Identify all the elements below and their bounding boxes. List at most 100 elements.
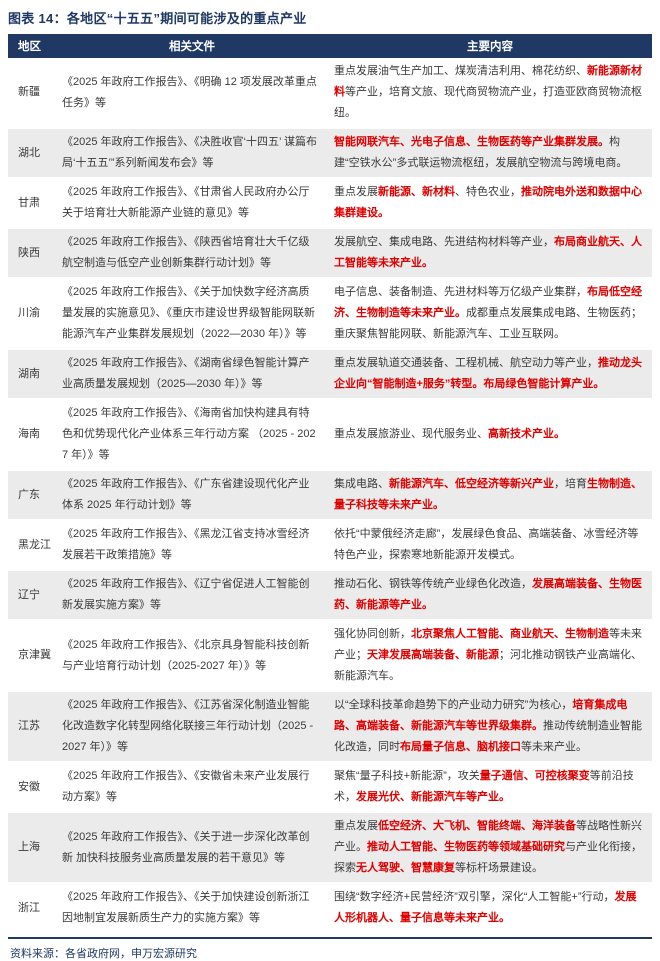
region-cell: 江苏 [8,691,56,763]
region-cell: 安徽 [8,762,56,813]
documents-cell: 《2025 年政府工作报告》、《海南省加快构建具有特色和优势现代化产业体系三年行… [56,399,328,471]
table-row: 上海 《2025 年政府工作报告》、《关于进一步深化改革创新 加快科技服务业高质量… [8,812,652,884]
content-text: 以“全球科技革命趋势下的产业动力研究”为核心， [334,699,573,711]
table-row: 辽宁 《2025 年政府工作报告》、《辽宁省促进人工智能创新发展实施方案》等 推动石… [8,570,652,621]
region-cell: 辽宁 [8,570,56,621]
region-cell: 陕西 [8,228,56,279]
content-text: 重点发展旅游业、现代服务业、 [334,428,488,440]
documents-cell: 《2025 年政府工作报告》、《明确 12 项发展改革重点任务》等 [56,58,328,129]
content-cell: 集成电路、新能源汽车、低空经济等新兴产业，培育生物制造、量子科技等未来产业。 [328,470,652,521]
highlighted-industry-text: 新能源汽车、低空经济等新兴产业 [389,478,554,490]
documents-cell: 《2025 年政府工作报告》、《黑龙江省支持冰雪经济发展若干政策措施》等 [56,520,328,571]
content-text: 重点发展 [334,820,378,832]
highlighted-industry-text: 新能源新材料 [334,65,642,98]
highlighted-industry-text: 生物制造、量子科技等未来产业。 [334,478,642,511]
content-cell: 重点发展油气生产加工、煤炭清洁利用、棉花纺织、新能源新材料等产业，培育文旅、现代… [328,58,652,129]
content-text: 等未来产业。 [521,741,587,753]
content-cell: 发展航空、集成电路、先进结构材料等产业，布局商业航天、人工智能等未来产业。 [328,228,652,279]
content-text: 围绕“数字经济+民营经济”双引擎，深化“人工智能+”行动， [334,891,615,903]
highlighted-industry-text: 量子通信、可控核聚变 [479,770,590,782]
content-cell: 推动石化、钢铁等传统产业绿色化改造，发展高端装备、生物医药、新能源等产业。 [328,570,652,621]
documents-cell: 《2025 年政府工作报告》、《辽宁省促进人工智能创新发展实施方案》等 [56,570,328,621]
content-text: 聚焦“量子科技+新能源”，攻关 [334,770,480,782]
content-text: 集成电路、 [334,478,389,490]
documents-cell: 《2025 年政府工作报告》、《江苏省深化制造业智能化改造数字化转型网络化联接三… [56,691,328,763]
highlighted-industry-text: 发展高端装备、生物医药、新能源等产业。 [334,578,642,611]
highlighted-industry-text: 推动院电外送和数据中心集群建设。 [334,186,642,219]
highlighted-industry-text: 推动人工智能、生物医药等领域基础研究 [367,841,565,853]
content-text: 推动传统制造业智能化改造，同时 [334,720,642,753]
documents-cell: 《2025 年政府工作报告》、《北京具身智能科技创新与产业培育行动计划（2025… [56,620,328,692]
region-cell: 甘肃 [8,178,56,229]
documents-cell: 《2025 年政府工作报告》、《甘肃省人民政府办公厅关于培育壮大新能源产业链的意… [56,178,328,229]
content-text: 等未来产业； [334,628,642,661]
table-row: 安徽 《2025 年政府工作报告》、《安徽省未来产业发展行动方案》等 聚焦“量子科技… [8,762,652,813]
col-header-documents: 相关文件 [56,34,328,58]
figure-title: 图表 14：各地区“十五五”期间可能涉及的重点产业 [8,11,307,26]
content-text: ；河北推动钢铁产业高端化、新能源汽车。 [334,649,642,682]
table-row: 江苏 《2025 年政府工作报告》、《江苏省深化制造业智能化改造数字化转型网络化联… [8,691,652,763]
content-text: 依托“中蒙俄经济走廊”，发展绿色食品、高端装备、冰雪经济等特色产业，探索寒地新能… [334,528,639,561]
highlighted-industry-text: 布局商业航天、人工智能等未来产业。 [334,236,642,269]
highlighted-industry-text: 布局量子信息、脑机接口 [400,741,521,753]
table-row: 陕西 《2025 年政府工作报告》、《陕西省培育壮大千亿级航空制造与低空产业创新集… [8,228,652,279]
highlighted-industry-text: 智能网联汽车、光电子信息、生物医药等产业集群发展。 [334,136,609,148]
documents-cell: 《2025 年政府工作报告》、《安徽省未来产业发展行动方案》等 [56,762,328,813]
content-cell: 重点发展新能源、新材料、特色农业，推动院电外送和数据中心集群建设。 [328,178,652,229]
highlighted-industry-text: 推动龙头企业向“智能制造+服务”转型。布局绿色智能计算产业。 [334,357,642,390]
content-text: 强化协同创新， [334,628,411,640]
table-row: 海南 《2025 年政府工作报告》、《海南省加快构建具有特色和优势现代化产业体系三… [8,399,652,471]
content-cell: 聚焦“量子科技+新能源”，攻关量子通信、可控核聚变等前沿技术，发展光伏、新能源汽… [328,762,652,813]
table-row: 湖南 《2025 年政府工作报告》、《湖南省绿色智能计算产业高质量发展规划（202… [8,349,652,400]
documents-cell: 《2025 年政府工作报告》、《关于进一步深化改革创新 加快科技服务业高质量发展… [56,812,328,884]
highlighted-industry-text: 新能源、新材料 [378,186,455,198]
table-row: 新疆 《2025 年政府工作报告》、《明确 12 项发展改革重点任务》等 重点发展油… [8,58,652,129]
documents-cell: 《2025 年政府工作报告》、《关于加快数字经济高质量发展的实施意见》、《重庆市… [56,278,328,350]
region-cell: 京津冀 [8,620,56,692]
content-text: 推动石化、钢铁等传统产业绿色化改造， [334,578,532,590]
content-text: 构建“空铁水公”多式联运物流枢纽，发展航空物流与跨境电商。 [334,136,628,169]
content-text: 成都重点发展集成电路、生物医药；重庆聚焦智能网联、新能源汽车、工业互联网。 [334,307,642,340]
content-text: 电子信息、装备制造、先进材料等万亿级产业集群， [334,286,587,298]
highlighted-industry-text: 培育集成电路、高端装备、新能源汽车等世界级集群。 [334,699,628,732]
content-cell: 围绕“数字经济+民营经济”双引擎，深化“人工智能+”行动，发展人形机器人、量子信… [328,883,652,934]
content-text: 重点发展油气生产加工、煤炭清洁利用、棉花纺织、 [334,65,587,77]
table-row: 湖北 《2025 年政府工作报告》、《决胜收官‘十四五’ 谋篇布局‘十五五’”系列… [8,128,652,179]
documents-cell: 《2025 年政府工作报告》、《决胜收官‘十四五’ 谋篇布局‘十五五’”系列新闻… [56,128,328,179]
content-cell: 重点发展低空经济、大飞机、智能终端、海洋装备等战略性新兴产业。推动人工智能、生物… [328,812,652,884]
col-header-content: 主要内容 [328,34,652,58]
content-cell: 智能网联汽车、光电子信息、生物医药等产业集群发展。构建“空铁水公”多式联运物流枢… [328,128,652,179]
content-cell: 依托“中蒙俄经济走廊”，发展绿色食品、高端装备、冰雪经济等特色产业，探索寒地新能… [328,520,652,571]
content-cell: 强化协同创新，北京聚焦人工智能、商业航天、生物制造等未来产业；天津发展高端装备、… [328,620,652,692]
source-note: 资料来源：各省政府网，申万宏源研究 [8,937,652,961]
content-text: 等标杆场景建设。 [455,862,543,874]
documents-cell: 《2025 年政府工作报告》、《关于加快建设创新浙江因地制宜发展新质生产力的实施… [56,883,328,934]
region-cell: 浙江 [8,883,56,934]
content-cell: 电子信息、装备制造、先进材料等万亿级产业集群，布局低空经济、生物制造等未来产业。… [328,278,652,350]
table-row: 京津冀 《2025 年政府工作报告》、《北京具身智能科技创新与产业培育行动计划（2… [8,620,652,692]
content-text: 等产业，培育文旅、现代商贸物流产业，打造亚欧商贸物流枢纽。 [334,86,642,119]
content-cell: 重点发展旅游业、现代服务业、高新技术产业。 [328,399,652,471]
table-header: 地区 相关文件 主要内容 [8,34,652,58]
region-cell: 黑龙江 [8,520,56,571]
content-text: 重点发展轨道交通装备、工程机械、航空动力等产业， [334,357,598,369]
highlighted-industry-text: 低空经济、大飞机、智能终端、海洋装备 [378,820,576,832]
content-cell: 以“全球科技革命趋势下的产业动力研究”为核心，培育集成电路、高端装备、新能源汽车… [328,691,652,763]
col-header-region: 地区 [8,34,56,58]
content-text: ，培育 [554,478,587,490]
region-cell: 湖北 [8,128,56,179]
highlighted-industry-text: 天津发展高端装备、新能源 [367,649,499,661]
content-text: 发展航空、集成电路、先进结构材料等产业， [334,236,554,248]
region-cell: 上海 [8,812,56,884]
industry-table: 地区 相关文件 主要内容 新疆 《2025 年政府工作报告》、《明确 12 项发展… [8,34,652,934]
region-cell: 海南 [8,399,56,471]
table-row: 甘肃 《2025 年政府工作报告》、《甘肃省人民政府办公厅关于培育壮大新能源产业链… [8,178,652,229]
region-cell: 川渝 [8,278,56,350]
table-body: 新疆 《2025 年政府工作报告》、《明确 12 项发展改革重点任务》等 重点发展油… [8,58,652,934]
region-cell: 新疆 [8,58,56,129]
highlighted-industry-text: 无人驾驶、智慧康复 [356,862,455,874]
documents-cell: 《2025 年政府工作报告》、《广东省建设现代化产业体系 2025 年行动计划》… [56,470,328,521]
content-text: 、特色农业， [455,186,521,198]
region-cell: 广东 [8,470,56,521]
